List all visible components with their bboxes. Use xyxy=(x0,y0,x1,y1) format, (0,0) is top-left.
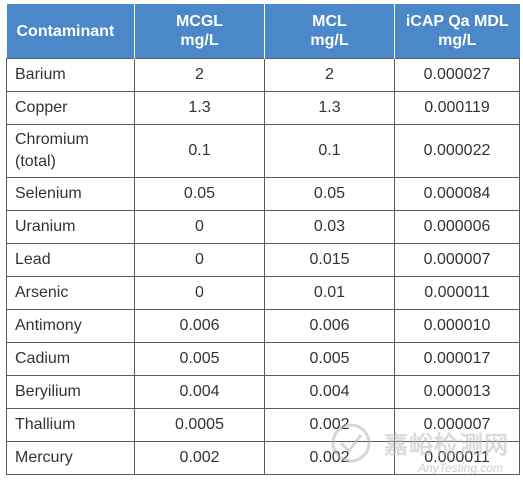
cell-mcl: 0.006 xyxy=(264,309,395,343)
contaminant-table: Contaminant MCGL mg/L MCL mg/L iCAP Qa M… xyxy=(6,4,520,475)
cell-contaminant: Arsenic xyxy=(6,276,135,310)
table-row: Mercury 0.002 0.002 0.000011 xyxy=(6,441,520,475)
header-mdl: iCAP Qa MDL mg/L xyxy=(394,4,520,59)
cell-contaminant: Selenium xyxy=(6,177,135,211)
contaminant-name: Barium xyxy=(15,66,66,83)
cell-mcgl: 2 xyxy=(134,58,265,92)
cell-mcl: 0.005 xyxy=(264,342,395,376)
header-mcgl-label: MCGL xyxy=(175,13,224,30)
cell-mdl: 0.000013 xyxy=(394,375,520,409)
contaminant-name: Antimony xyxy=(15,317,82,334)
contaminant-name: Cadium xyxy=(15,350,71,367)
cell-contaminant: Lead xyxy=(6,243,135,277)
contaminant-name: Beryilium xyxy=(15,383,81,400)
cell-mcgl: 0.004 xyxy=(134,375,265,409)
cell-mcgl: 0.05 xyxy=(134,177,265,211)
cell-mcgl: 0 xyxy=(134,243,265,277)
cell-contaminant: Thallium xyxy=(6,408,135,442)
table-row: Selenium 0.05 0.05 0.000084 xyxy=(6,177,520,211)
cell-mcl: 0.05 xyxy=(264,177,395,211)
cell-mcgl: 0 xyxy=(134,276,265,310)
contaminant-name: (total) xyxy=(15,153,56,170)
cell-mcl: 0.03 xyxy=(264,210,395,244)
table-row: Thallium 0.0005 0.002 0.000007 xyxy=(6,408,520,442)
contaminant-name: Lead xyxy=(15,251,51,268)
table-row: Antimony 0.006 0.006 0.000010 xyxy=(6,309,520,343)
cell-contaminant: Barium xyxy=(6,58,135,92)
contaminant-name: Uranium xyxy=(15,218,76,235)
contaminant-name: Selenium xyxy=(15,185,82,202)
table-body: Barium 2 2 0.000027 Copper 1.3 1.3 0.000119 Chro… xyxy=(6,58,520,475)
cell-mcl: 2 xyxy=(264,58,395,92)
cell-mcl: 0.1 xyxy=(264,124,395,178)
table-row: Beryilium 0.004 0.004 0.000013 xyxy=(6,375,520,409)
cell-contaminant: Beryilium xyxy=(6,375,135,409)
table-header: Contaminant MCGL mg/L MCL mg/L iCAP Qa M… xyxy=(6,4,520,59)
cell-mcl: 0.01 xyxy=(264,276,395,310)
cell-mcl: 0.015 xyxy=(264,243,395,277)
table-row: Barium 2 2 0.000027 xyxy=(6,58,520,92)
cell-mdl: 0.000017 xyxy=(394,342,520,376)
cell-mcl: 0.004 xyxy=(264,375,395,409)
cell-mdl: 0.000007 xyxy=(394,408,520,442)
header-mcgl-unit: mg/L xyxy=(180,32,219,49)
cell-mdl: 0.000006 xyxy=(394,210,520,244)
cell-mdl: 0.000027 xyxy=(394,58,520,92)
table-row: Lead 0 0.015 0.000007 xyxy=(6,243,520,277)
cell-mdl: 0.000007 xyxy=(394,243,520,277)
cell-mcgl: 0.005 xyxy=(134,342,265,376)
contaminant-name: Chromium xyxy=(15,131,89,148)
cell-mdl: 0.000011 xyxy=(394,276,520,310)
cell-mcl: 0.002 xyxy=(264,408,395,442)
cell-mcl: 1.3 xyxy=(264,91,395,125)
table-row: Uranium 0 0.03 0.000006 xyxy=(6,210,520,244)
cell-mcgl: 0.006 xyxy=(134,309,265,343)
table-row: Arsenic 0 0.01 0.000011 xyxy=(6,276,520,310)
cell-contaminant: Antimony xyxy=(6,309,135,343)
cell-mcl: 0.002 xyxy=(264,441,395,475)
contaminant-name: Thallium xyxy=(15,416,76,433)
header-contaminant-label: Contaminant xyxy=(16,22,115,40)
cell-mcgl: 0.0005 xyxy=(134,408,265,442)
header-mcl-label: MCL xyxy=(312,13,347,30)
table-row: Chromium (total) 0.1 0.1 0.000022 xyxy=(6,124,520,178)
table-row: Copper 1.3 1.3 0.000119 xyxy=(6,91,520,125)
header-mcl: MCL mg/L xyxy=(264,4,395,59)
cell-mcgl: 1.3 xyxy=(134,91,265,125)
cell-mdl: 0.000011 xyxy=(394,441,520,475)
cell-mcgl: 0 xyxy=(134,210,265,244)
cell-mdl: 0.000022 xyxy=(394,124,520,178)
table-row: Cadium 0.005 0.005 0.000017 xyxy=(6,342,520,376)
cell-contaminant: Chromium (total) xyxy=(6,124,135,178)
cell-mdl: 0.000010 xyxy=(394,309,520,343)
header-mdl-unit: mg/L xyxy=(438,32,477,49)
cell-contaminant: Uranium xyxy=(6,210,135,244)
contaminant-name: Copper xyxy=(15,99,68,116)
cell-mdl: 0.000119 xyxy=(394,91,520,125)
cell-mcgl: 0.002 xyxy=(134,441,265,475)
cell-mcgl: 0.1 xyxy=(134,124,265,178)
cell-contaminant: Copper xyxy=(6,91,135,125)
cell-contaminant: Mercury xyxy=(6,441,135,475)
contaminant-name: Arsenic xyxy=(15,284,69,301)
contaminant-name: Mercury xyxy=(15,449,73,466)
header-mdl-label: iCAP Qa MDL xyxy=(405,13,509,30)
header-mcl-unit: mg/L xyxy=(310,32,349,49)
cell-mdl: 0.000084 xyxy=(394,177,520,211)
header-mcgl: MCGL mg/L xyxy=(134,4,265,59)
cell-contaminant: Cadium xyxy=(6,342,135,376)
header-contaminant: Contaminant xyxy=(6,4,135,59)
